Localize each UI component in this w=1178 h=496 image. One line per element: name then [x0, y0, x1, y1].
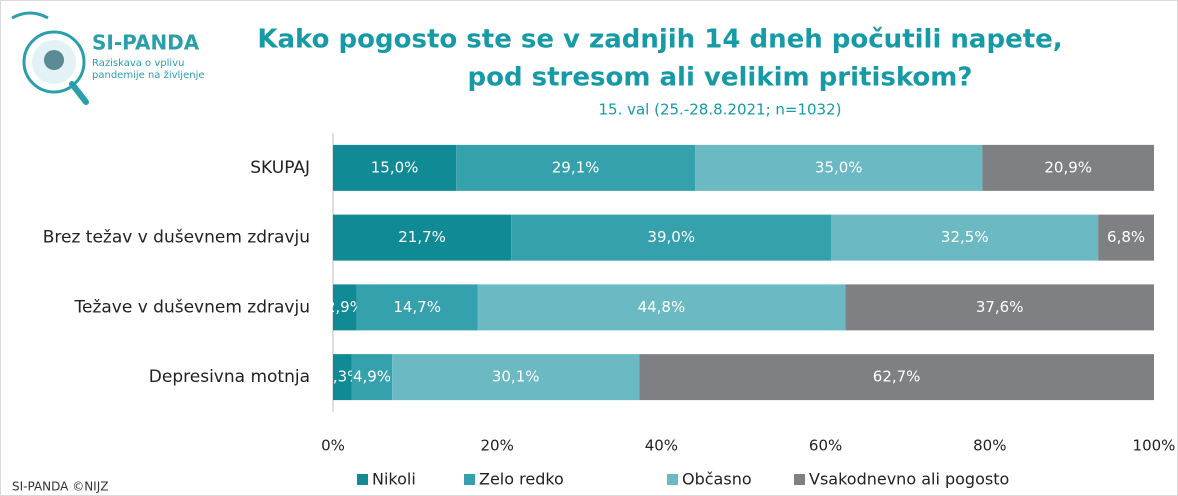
- bar-segment: [831, 214, 1099, 261]
- x-tick-label: 80%: [973, 437, 1006, 455]
- bar-segment: [1098, 214, 1154, 261]
- value-label: 20,9%: [1044, 158, 1092, 176]
- legend-label: Zelo redko: [479, 470, 564, 489]
- legend-marker: [794, 474, 805, 485]
- bar-segment: [392, 354, 640, 401]
- bar-segment: [477, 284, 846, 331]
- bar-segment: [695, 144, 983, 191]
- legend-marker: [464, 474, 475, 485]
- value-label: 35,0%: [815, 158, 863, 176]
- value-label: 62,7%: [873, 368, 921, 386]
- chart-title: pod stresom ali velikim pritiskom?: [468, 63, 973, 93]
- value-label: 15,0%: [371, 158, 419, 176]
- value-label: 4,9%: [353, 368, 391, 386]
- legend-marker: [667, 474, 678, 485]
- footer: SI-PANDA ©NIJZ: [12, 480, 108, 494]
- value-label: 44,8%: [638, 298, 686, 316]
- bar-segment: [351, 354, 393, 401]
- value-label: 30,1%: [492, 368, 540, 386]
- legend-label: Vsakodnevno ali pogosto: [809, 470, 1009, 489]
- value-label: 6,8%: [1107, 228, 1145, 246]
- bar-segment: [333, 214, 512, 261]
- category-label: Brez težav v duševnem zdravju: [43, 228, 310, 248]
- x-tick-label: 100%: [1133, 437, 1176, 455]
- legend-label: Nikoli: [372, 470, 416, 489]
- x-tick-label: 20%: [481, 437, 514, 455]
- value-label: 39,0%: [647, 228, 695, 246]
- value-label: 21,7%: [398, 228, 446, 246]
- chart-title: Kako pogosto ste se v zadnjih 14 dneh po…: [257, 25, 1062, 55]
- value-label: 2,9%: [326, 298, 364, 316]
- legend-label: Občasno: [682, 470, 752, 489]
- category-label: Depresivna motnja: [149, 367, 310, 387]
- logo-line: Raziskava o vplivu: [92, 58, 184, 69]
- logo-line: pandemije na življenje: [92, 69, 205, 81]
- bar-segment: [845, 284, 1154, 331]
- logo-name: SI-PANDA: [92, 31, 200, 55]
- chart-subtitle: 15. val (25.-28.8.2021; n=1032): [598, 101, 841, 119]
- bar-segment: [511, 214, 832, 261]
- bar-segment: [639, 354, 1154, 401]
- legend-marker: [357, 474, 368, 485]
- value-label: 32,5%: [941, 228, 989, 246]
- category-label: Težave v duševnem zdravju: [73, 297, 310, 317]
- bar-segment: [982, 144, 1154, 191]
- x-tick-label: 60%: [809, 437, 842, 455]
- x-tick-label: 0%: [321, 437, 345, 455]
- value-label: 29,1%: [552, 158, 600, 176]
- value-label: 14,7%: [393, 298, 441, 316]
- bar-segment: [333, 284, 357, 331]
- category-label: SKUPAJ: [250, 158, 310, 178]
- bar-segment: [333, 144, 457, 191]
- logo-icon: [11, 11, 89, 105]
- bar-segment: [333, 354, 352, 401]
- x-tick-label: 40%: [645, 437, 678, 455]
- value-label: 37,6%: [976, 298, 1024, 316]
- bar-segment: [456, 144, 696, 191]
- bar-segment: [356, 284, 478, 331]
